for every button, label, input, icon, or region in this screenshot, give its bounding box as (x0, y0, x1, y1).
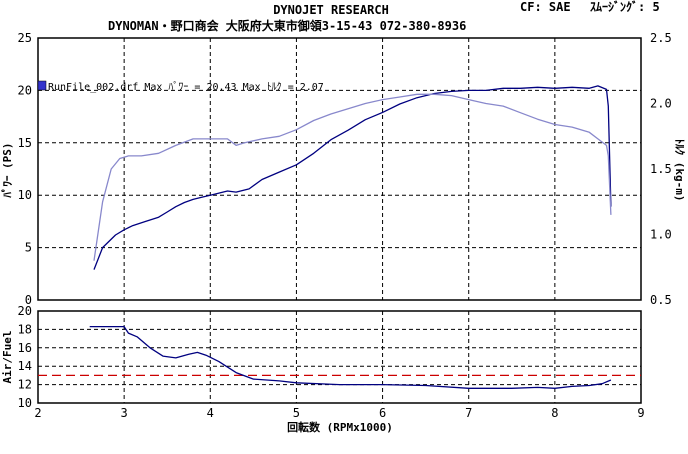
y-axis-label-power: ﾊﾟﾜｰ (PS) (0, 142, 14, 198)
x-tick-label: 4 (207, 406, 214, 420)
y2-tick-label-torque: 0.5 (650, 293, 672, 307)
airfuel-series-line (89, 325, 612, 389)
y-tick-label-power: 0 (25, 293, 32, 307)
x-axis-label: 回転数 (RPMx1000) (287, 420, 393, 434)
y2-tick-label-torque: 1.5 (650, 162, 672, 176)
y-tick-label-power: 5 (25, 241, 32, 255)
y-tick-label-power: 25 (18, 31, 32, 45)
x-tick-label: 3 (121, 406, 128, 420)
x-tick-label: 7 (465, 406, 472, 420)
x-tick-label: 9 (637, 406, 644, 420)
x-tick-label: 2 (34, 406, 41, 420)
y-tick-label-power: 20 (18, 83, 32, 97)
y-axis-label-airfuel: Air/Fuel (1, 331, 14, 384)
y-tick-label-airfuel: 20 (18, 304, 32, 318)
y-tick-label-airfuel: 10 (18, 396, 32, 410)
y2-tick-label-torque: 1.0 (650, 228, 672, 242)
y-tick-label-airfuel: 14 (18, 359, 32, 373)
header-subtitle: DYNOMAN・野口商会 大阪府大東市御領3-15-43 072-380-893… (108, 18, 466, 33)
header-title: DYNOJET RESEARCH (273, 3, 389, 17)
y-axis-label-torque: ﾄﾙｸ (kg-m) (673, 139, 686, 202)
legend-swatch (37, 80, 47, 91)
y-tick-label-power: 15 (18, 136, 32, 150)
x-tick-label: 8 (551, 406, 558, 420)
torque-series-line (93, 93, 612, 261)
main-plot-frame (37, 37, 642, 301)
power-series-line (93, 85, 612, 270)
y-tick-label-airfuel: 16 (18, 341, 32, 355)
y-tick-label-airfuel: 18 (18, 322, 32, 336)
y-tick-label-power: 10 (18, 188, 32, 202)
header-cf: CF: SAE (520, 0, 571, 14)
af-plot-frame (37, 310, 642, 404)
x-tick-label: 6 (379, 406, 386, 420)
y2-tick-label-torque: 2.5 (650, 31, 672, 45)
y-tick-label-airfuel: 12 (18, 378, 32, 392)
legend-run-text: RunFile_002.drf Max ﾊﾟﾜｰ = 20.43 Max ﾄﾙｸ… (48, 81, 324, 93)
header-smoothing: ｽﾑｰｼﾞﾝｸﾞ: 5 (590, 0, 660, 14)
y2-tick-label-torque: 2.0 (650, 97, 672, 111)
x-tick-label: 5 (293, 406, 300, 420)
